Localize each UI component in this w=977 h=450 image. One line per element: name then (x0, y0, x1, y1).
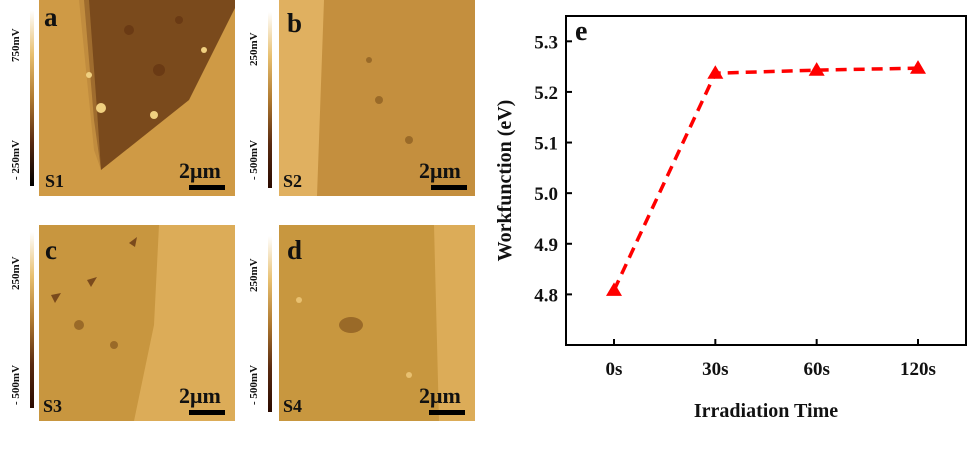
scale-label-a: 2μm (179, 158, 221, 183)
colorbar-b (268, 12, 272, 188)
colorbar-c (30, 232, 34, 408)
series-line (612, 66, 919, 292)
colorbar-a (30, 10, 34, 186)
scale-bar-d (429, 410, 465, 415)
colorbar-a-bottom: - 250mV (10, 139, 22, 180)
kpfm-map-d: d S4 2μm (279, 225, 475, 421)
panel-letter-a: a (44, 2, 58, 32)
kpfm-map-c: c S3 2μm (39, 225, 235, 421)
data-point-0s (606, 282, 622, 296)
y-tick-label-4: 5.2 (534, 83, 558, 104)
panel-letter-c: c (45, 235, 57, 265)
y-tick-label-2: 5.0 (534, 184, 558, 205)
colorbar-d-bottom: - 500mV (248, 364, 260, 405)
y-tick-label-1: 4.9 (534, 235, 558, 256)
y-tick-label-3: 5.1 (534, 134, 558, 155)
colorbar-c-bottom: - 500mV (10, 364, 22, 405)
kpfm-map-a: a S1 2μm (39, 0, 235, 196)
y-tick-label-5: 5.3 (534, 32, 558, 53)
panel-letter-e: e (575, 16, 587, 47)
colorbar-b-bottom: - 500mV (248, 139, 260, 180)
scale-bar-c (189, 410, 225, 415)
panel-letter-b: b (287, 8, 303, 38)
kpfm-map-b: b S2 2μm (279, 0, 475, 196)
scale-bar-b (431, 185, 467, 190)
data-point-30s (707, 65, 724, 79)
colorbar-d (268, 236, 272, 412)
colorbar-b-top: 250mV (248, 32, 260, 66)
x-tick-label-0: 0s (606, 359, 623, 380)
sample-label-s3: S3 (43, 396, 63, 416)
kpfm-image-d (279, 225, 475, 421)
sample-label-s4: S4 (283, 396, 303, 416)
scale-label-c: 2μm (179, 383, 221, 408)
kpfm-image-a (39, 0, 235, 196)
data-point-120s (910, 60, 926, 74)
colorbar-c-top: 250mV (10, 256, 22, 290)
colorbar-d-top: 250mV (248, 258, 260, 292)
kpfm-image-c (39, 225, 235, 421)
x-axis-label: Irradiation Time (694, 400, 838, 422)
data-point-60s (808, 62, 825, 76)
y-axis-label: Workfunction (eV) (494, 100, 516, 262)
workfunction-chart: e 4.8 4.9 5.0 5.1 5.2 5.3 0s 30s 60s 120s Irradi… (494, 15, 967, 422)
scale-bar-a (189, 185, 225, 190)
kpfm-image-b (279, 0, 475, 196)
colorbar-a-top: 750mV (10, 28, 22, 62)
panel-letter-d: d (287, 235, 303, 265)
scale-label-d: 2μm (419, 383, 461, 408)
x-tick-label-3: 120s (900, 359, 936, 380)
y-tick-label-0: 4.8 (534, 285, 558, 306)
x-tick-label-2: 60s (803, 359, 829, 380)
sample-label-s1: S1 (45, 171, 65, 191)
x-tick-label-1: 30s (702, 359, 728, 380)
sample-label-s2: S2 (283, 171, 303, 191)
scale-label-b: 2μm (419, 158, 461, 183)
plot-frame (565, 15, 967, 346)
